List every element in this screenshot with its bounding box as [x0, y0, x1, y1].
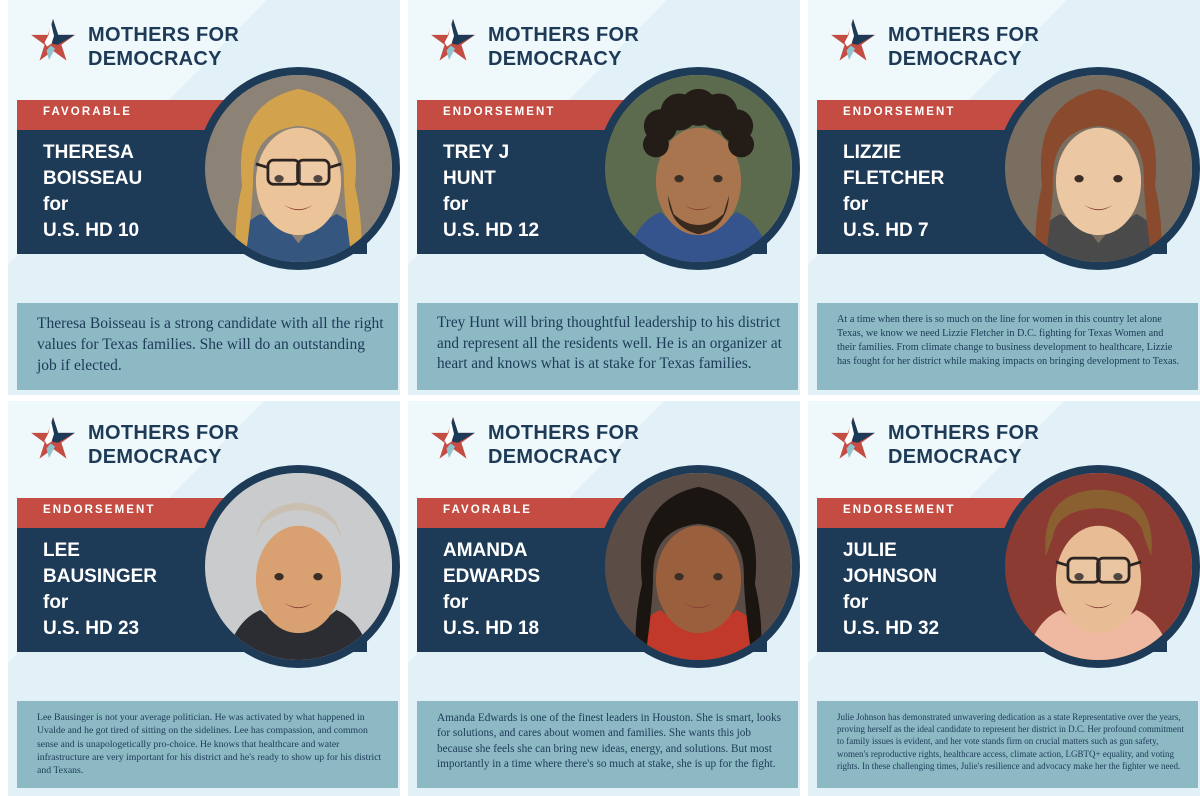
svg-text:DEMOCRACY: DEMOCRACY	[88, 48, 222, 70]
svg-text:MOTHERS FOR: MOTHERS FOR	[88, 422, 239, 444]
svg-text:DEMOCRACY: DEMOCRACY	[888, 48, 1022, 70]
svg-text:DEMOCRACY: DEMOCRACY	[88, 446, 222, 468]
svg-text:MOTHERS FOR: MOTHERS FOR	[888, 422, 1039, 444]
svg-text:DEMOCRACY: DEMOCRACY	[888, 446, 1022, 468]
svg-text:DEMOCRACY: DEMOCRACY	[488, 446, 622, 468]
svg-text:MOTHERS FOR: MOTHERS FOR	[488, 422, 639, 444]
svg-text:DEMOCRACY: DEMOCRACY	[488, 48, 622, 70]
svg-text:MOTHERS FOR: MOTHERS FOR	[488, 24, 639, 46]
svg-text:MOTHERS FOR: MOTHERS FOR	[888, 24, 1039, 46]
svg-text:MOTHERS FOR: MOTHERS FOR	[88, 24, 239, 46]
